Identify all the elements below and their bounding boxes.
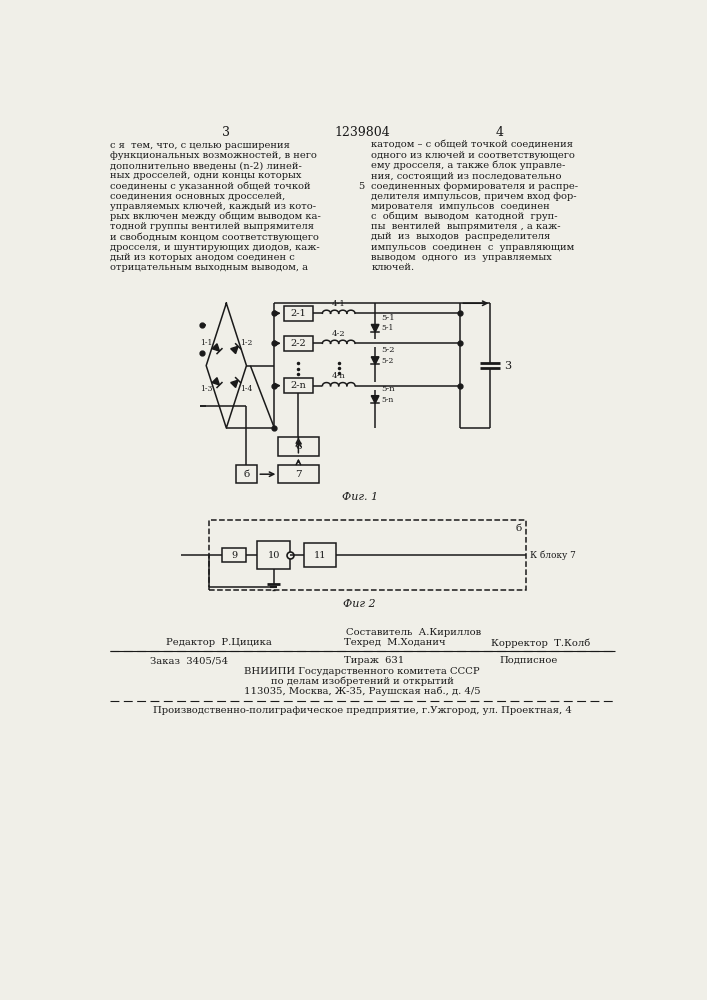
Text: 9: 9 (231, 551, 237, 560)
Text: К блоку 7: К блоку 7 (530, 550, 576, 560)
Text: управляемых ключей, каждый из кото-: управляемых ключей, каждый из кото- (110, 202, 316, 211)
Text: 1-2: 1-2 (240, 339, 252, 347)
Polygon shape (230, 380, 238, 387)
Text: отрицательным выходным выводом, а: отрицательным выходным выводом, а (110, 263, 308, 272)
Text: импульсов  соединен  с  управляющим: импульсов соединен с управляющим (371, 243, 575, 252)
Text: 113035, Москва, Ж-35, Раушская наб., д. 4/5: 113035, Москва, Ж-35, Раушская наб., д. … (244, 687, 480, 696)
Text: Редактор  Р.Цицика: Редактор Р.Цицика (166, 638, 271, 647)
Text: Заказ  3405/54: Заказ 3405/54 (151, 656, 228, 665)
Polygon shape (230, 346, 238, 354)
Bar (284, 336, 313, 351)
Text: делителя импульсов, причем вход фор-: делителя импульсов, причем вход фор- (371, 192, 577, 201)
Text: 5-2: 5-2 (381, 346, 395, 354)
Text: дый из которых анодом соединен с: дый из которых анодом соединен с (110, 253, 295, 262)
Text: 4-n: 4-n (332, 372, 346, 380)
Text: 11: 11 (314, 551, 327, 560)
Text: 4-1: 4-1 (332, 300, 346, 308)
Text: 5-n: 5-n (381, 396, 394, 404)
Bar (257, 541, 290, 569)
Text: б: б (243, 470, 250, 479)
Text: Подписное: Подписное (499, 656, 558, 665)
Bar (279, 465, 319, 483)
Text: 3: 3 (221, 126, 230, 139)
Text: ВНИИПИ Государственного комитета СССР: ВНИИПИ Государственного комитета СССР (244, 667, 480, 676)
Text: Составитель  А.Кириллов: Составитель А.Кириллов (346, 628, 481, 637)
Text: 1-4: 1-4 (240, 385, 252, 393)
Bar (209, 520, 526, 590)
Text: 1239804: 1239804 (334, 126, 390, 139)
Text: 3: 3 (504, 361, 511, 371)
Text: 1-1: 1-1 (200, 339, 212, 347)
Polygon shape (212, 344, 219, 351)
Polygon shape (371, 357, 379, 364)
Text: ключей.: ключей. (371, 263, 414, 272)
Text: функциональных возможностей, в него: функциональных возможностей, в него (110, 151, 317, 160)
Text: 2-n: 2-n (291, 381, 306, 390)
Text: 5-2: 5-2 (381, 357, 394, 365)
Text: Корректор  Т.Колб: Корректор Т.Колб (491, 638, 590, 648)
Text: Техред  М.Ходанич: Техред М.Ходанич (344, 638, 445, 647)
Text: 7: 7 (295, 470, 302, 479)
Text: дросселя, и шунтирующих диодов, каж-: дросселя, и шунтирующих диодов, каж- (110, 243, 320, 252)
Text: 5-n: 5-n (381, 385, 395, 393)
Text: Тираж  631: Тираж 631 (344, 656, 404, 665)
Text: 5: 5 (358, 182, 364, 191)
Text: ему дросселя, а также блок управле-: ему дросселя, а также блок управле- (371, 161, 566, 170)
Text: соединения основных дросселей,: соединения основных дросселей, (110, 192, 286, 201)
Bar (284, 378, 313, 393)
Text: б: б (515, 524, 522, 533)
Text: дый  из  выходов  распределителя: дый из выходов распределителя (371, 232, 551, 241)
Text: и свободным концом соответствующего: и свободным концом соответствующего (110, 232, 319, 242)
Text: мирователя  импульсов  соединен: мирователя импульсов соединен (371, 202, 550, 211)
Bar (284, 306, 313, 321)
Text: 4: 4 (495, 126, 503, 139)
Bar (223, 548, 246, 562)
Polygon shape (371, 324, 379, 332)
Text: 5-1: 5-1 (381, 314, 395, 322)
Text: одного из ключей и соответствующего: одного из ключей и соответствующего (371, 151, 575, 160)
Text: соединены с указанной общей точкой: соединены с указанной общей точкой (110, 181, 310, 191)
Text: с  общим  выводом  катодной  груп-: с общим выводом катодной груп- (371, 212, 558, 221)
Polygon shape (371, 396, 379, 403)
Text: 10: 10 (267, 551, 280, 560)
Text: Фиг. 1: Фиг. 1 (341, 492, 378, 502)
Text: 2-2: 2-2 (291, 339, 306, 348)
Bar (235, 465, 257, 483)
Text: 1-3: 1-3 (200, 385, 212, 393)
Text: Фиг 2: Фиг 2 (344, 599, 376, 609)
Text: тодной группы вентилей выпрямителя: тодной группы вентилей выпрямителя (110, 222, 314, 231)
Text: по делам изобретений и открытий: по делам изобретений и открытий (271, 677, 453, 686)
Text: дополнительно введены (n-2) линей-: дополнительно введены (n-2) линей- (110, 161, 302, 170)
Text: ных дросселей, одни концы которых: ных дросселей, одни концы которых (110, 171, 302, 180)
Text: Производственно-полиграфическое предприятие, г.Ужгород, ул. Проектная, 4: Производственно-полиграфическое предприя… (153, 706, 571, 715)
Bar (279, 437, 319, 456)
Polygon shape (212, 378, 219, 385)
Text: 5-1: 5-1 (381, 324, 394, 332)
Text: 4-2: 4-2 (332, 330, 346, 338)
Text: пы  вентилей  выпрямителя , а каж-: пы вентилей выпрямителя , а каж- (371, 222, 561, 231)
Bar (304, 543, 337, 567)
Text: с я  тем, что, с целью расширения: с я тем, что, с целью расширения (110, 141, 290, 150)
Text: ния, состоящий из последовательно: ния, состоящий из последовательно (371, 171, 562, 180)
Text: катодом – с общей точкой соединения: катодом – с общей точкой соединения (371, 141, 573, 150)
Text: 8: 8 (295, 442, 302, 451)
Text: соединенных формирователя и распре-: соединенных формирователя и распре- (371, 182, 578, 191)
Text: рых включен между общим выводом ка-: рых включен между общим выводом ка- (110, 212, 321, 221)
Text: выводом  одного  из  управляемых: выводом одного из управляемых (371, 253, 552, 262)
Text: 2-1: 2-1 (291, 309, 306, 318)
